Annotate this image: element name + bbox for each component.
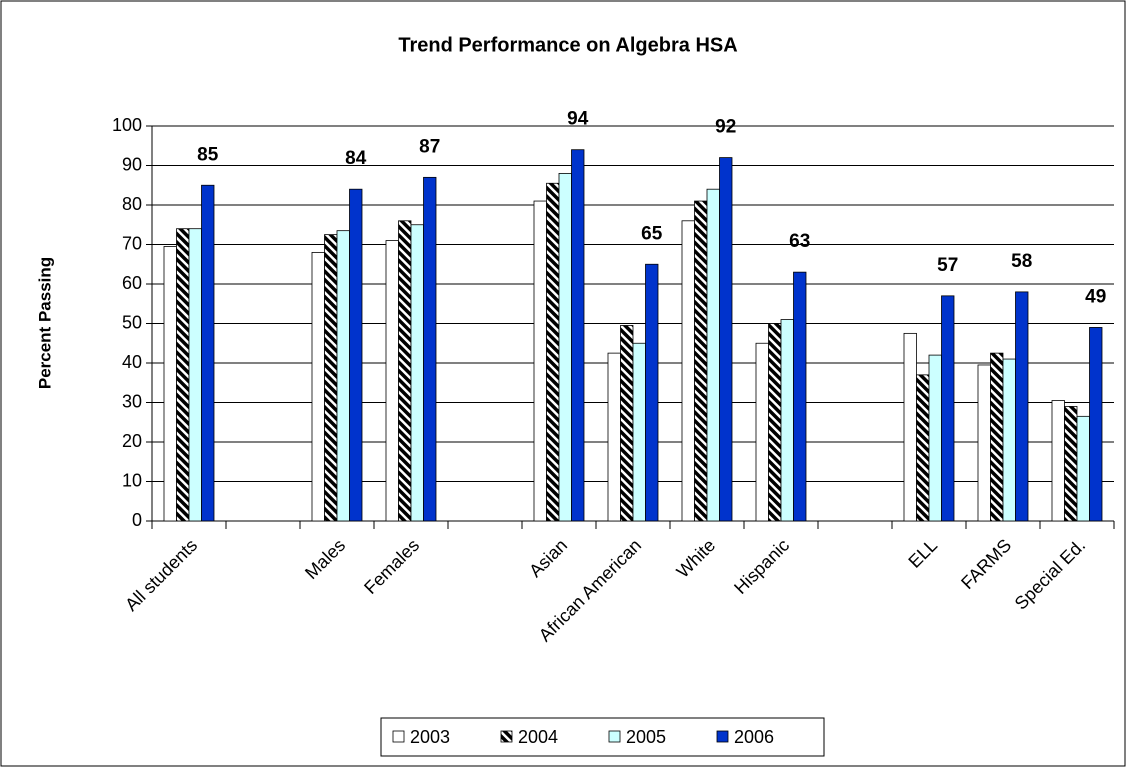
bar: [755, 342, 769, 522]
bar: [681, 220, 695, 522]
value-label: 65: [641, 223, 663, 244]
legend-swatch: [392, 730, 405, 743]
y-tick-label: 40: [122, 352, 142, 372]
y-tick-label: 60: [122, 273, 142, 293]
bar: [645, 263, 659, 522]
legend-box: [380, 717, 825, 757]
bar: [188, 228, 202, 522]
value-label: 92: [715, 117, 736, 138]
bar: [349, 188, 363, 522]
y-axis-label: Percent Passing: [35, 257, 54, 389]
value-label: 94: [567, 109, 589, 130]
bar: [558, 172, 572, 522]
bar: [916, 374, 930, 522]
bar: [990, 352, 1004, 522]
bar: [706, 188, 720, 522]
bar: [780, 319, 794, 522]
legend-label: 2005: [626, 727, 666, 747]
legend-label: 2004: [518, 727, 558, 747]
bar: [607, 352, 621, 522]
bar: [1051, 400, 1065, 522]
bar: [977, 364, 991, 522]
y-tick-label: 50: [122, 312, 142, 332]
bar: [632, 342, 646, 522]
value-label: 57: [937, 255, 958, 276]
y-tick-label: 20: [122, 431, 142, 451]
bar: [398, 220, 412, 522]
bar: [793, 271, 807, 522]
bar: [533, 200, 547, 522]
y-tick-label: 100: [112, 115, 142, 135]
bar: [719, 157, 733, 522]
bar: [903, 332, 917, 522]
bar: [928, 354, 942, 522]
bar: [694, 200, 708, 522]
y-tick-label: 80: [122, 194, 142, 214]
bar: [941, 295, 955, 522]
legend-swatch: [500, 730, 513, 743]
legend-swatch: [716, 730, 729, 743]
value-label: 49: [1085, 286, 1106, 307]
y-tick-label: 90: [122, 154, 142, 174]
value-label: 58: [1011, 251, 1032, 272]
y-tick-label: 10: [122, 470, 142, 490]
value-label: 84: [345, 148, 367, 169]
bar: [1064, 406, 1078, 522]
y-tick-label: 0: [132, 510, 142, 530]
bar: [1076, 415, 1090, 522]
legend-label: 2006: [734, 727, 774, 747]
bar: [163, 246, 177, 522]
chart-title: Trend Performance on Algebra HSA: [398, 34, 737, 56]
bar: [1002, 358, 1016, 522]
value-label: 87: [419, 136, 440, 157]
bar: [336, 230, 350, 522]
bar: [620, 325, 634, 522]
bar: [201, 184, 215, 522]
y-tick-label: 70: [122, 233, 142, 253]
bar: [571, 149, 585, 522]
bar: [311, 251, 325, 522]
bar: [410, 224, 424, 522]
bar: [1015, 291, 1029, 522]
value-label: 85: [197, 144, 219, 165]
bar: [176, 228, 190, 522]
bar: [423, 176, 437, 522]
value-label: 63: [789, 231, 810, 252]
bar: [768, 323, 782, 522]
legend-swatch: [608, 730, 621, 743]
bar: [1089, 327, 1103, 522]
bar: [385, 240, 399, 522]
legend-label: 2003: [410, 727, 450, 747]
bar: [324, 234, 338, 522]
bar: [546, 182, 560, 522]
y-tick-label: 30: [122, 391, 142, 411]
